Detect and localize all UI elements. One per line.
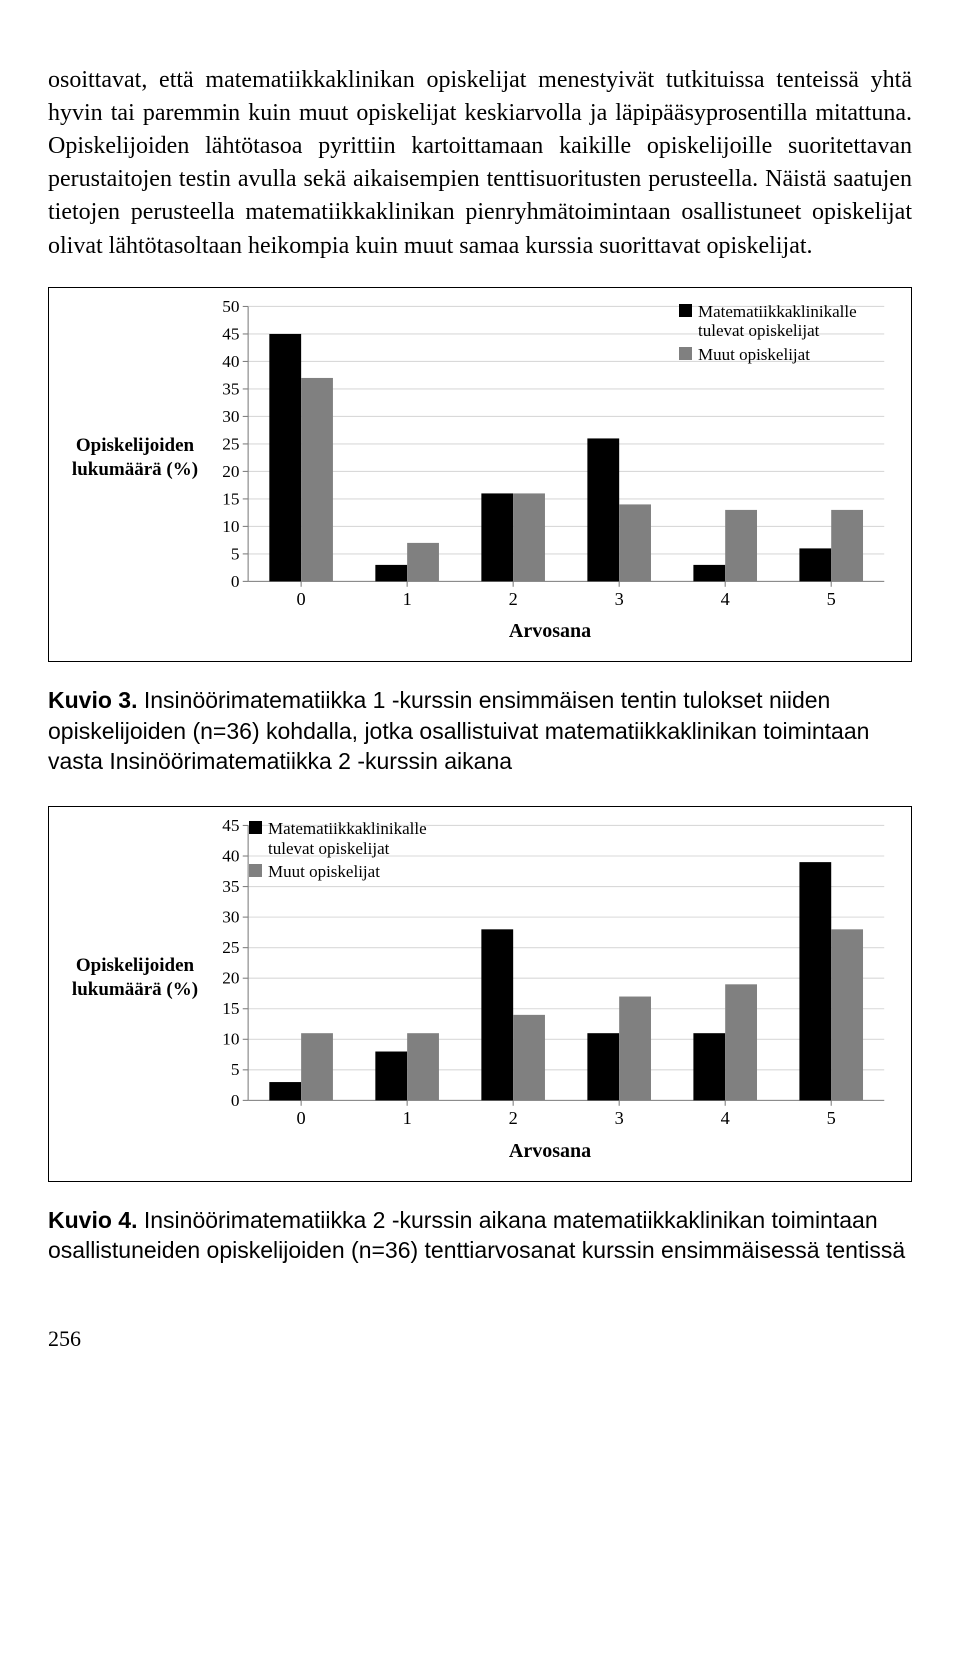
- svg-text:10: 10: [222, 516, 239, 535]
- svg-text:5: 5: [231, 544, 240, 563]
- svg-text:2: 2: [509, 589, 518, 609]
- figure-3-caption: Kuvio 3. Insinöörimatematiikka 1 -kurssi…: [48, 685, 912, 776]
- figure-4-label: Kuvio 4.: [48, 1207, 137, 1233]
- svg-text:1: 1: [403, 589, 412, 609]
- svg-text:35: 35: [222, 379, 239, 398]
- svg-text:35: 35: [222, 877, 239, 896]
- svg-text:40: 40: [222, 847, 239, 866]
- svg-text:40: 40: [222, 352, 239, 371]
- figure-4-caption: Kuvio 4. Insinöörimatematiikka 2 -kurssi…: [48, 1205, 912, 1266]
- figure-4-box: Opiskelijoiden lukumäärä (%) 05101520253…: [48, 806, 912, 1182]
- page-number: 256: [48, 1326, 912, 1352]
- svg-text:15: 15: [222, 489, 239, 508]
- chart2-legend: Matematiikkaklinikalletulevat opiskelija…: [249, 819, 459, 886]
- svg-text:1: 1: [403, 1108, 412, 1128]
- svg-text:30: 30: [222, 908, 239, 927]
- svg-text:3: 3: [615, 1108, 624, 1128]
- svg-text:2: 2: [509, 1108, 518, 1128]
- svg-text:25: 25: [222, 434, 239, 453]
- body-paragraph: osoittavat, että matematiikkaklinikan op…: [48, 64, 912, 263]
- svg-text:4: 4: [721, 1108, 730, 1128]
- svg-text:5: 5: [827, 1108, 836, 1128]
- figure-3-text: Insinöörimatematiikka 1 -kurssin ensimmä…: [48, 687, 869, 774]
- svg-text:20: 20: [222, 461, 239, 480]
- chart2-x-label: Arvosana: [205, 1140, 895, 1163]
- svg-text:25: 25: [222, 938, 239, 957]
- svg-text:45: 45: [222, 324, 239, 343]
- chart1-x-label: Arvosana: [205, 620, 895, 643]
- svg-text:5: 5: [231, 1061, 240, 1080]
- svg-text:5: 5: [827, 589, 836, 609]
- svg-text:0: 0: [231, 1091, 240, 1110]
- chart1-legend: Matematiikkaklinikalletulevat opiskelija…: [679, 302, 889, 369]
- svg-text:50: 50: [222, 300, 239, 316]
- svg-text:0: 0: [297, 589, 306, 609]
- svg-text:30: 30: [222, 406, 239, 425]
- svg-text:3: 3: [615, 589, 624, 609]
- svg-text:15: 15: [222, 999, 239, 1018]
- svg-text:20: 20: [222, 969, 239, 988]
- svg-text:0: 0: [297, 1108, 306, 1128]
- chart2-y-label: Opiskelijoiden lukumäärä (%): [65, 954, 205, 1002]
- svg-text:10: 10: [222, 1030, 239, 1049]
- chart1-y-label: Opiskelijoiden lukumäärä (%): [65, 434, 205, 482]
- figure-4-text: Insinöörimatematiikka 2 -kurssin aikana …: [48, 1207, 905, 1263]
- figure-3-label: Kuvio 3.: [48, 687, 137, 713]
- svg-text:0: 0: [231, 571, 240, 590]
- svg-text:45: 45: [222, 819, 239, 835]
- figure-3-box: Opiskelijoiden lukumäärä (%) 05101520253…: [48, 287, 912, 663]
- svg-text:4: 4: [721, 589, 730, 609]
